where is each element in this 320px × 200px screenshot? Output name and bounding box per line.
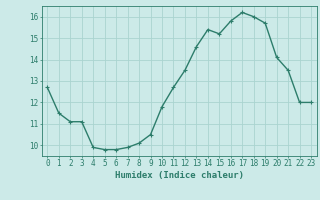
X-axis label: Humidex (Indice chaleur): Humidex (Indice chaleur)	[115, 171, 244, 180]
